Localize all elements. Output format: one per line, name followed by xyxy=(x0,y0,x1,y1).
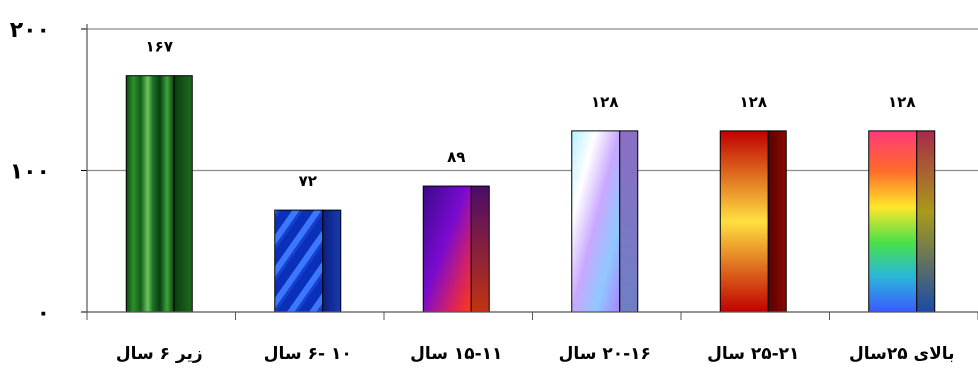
gridlines xyxy=(87,28,978,172)
category-label: ۲۵-۲۱ سال xyxy=(707,344,799,364)
y-tick-label: ۰ xyxy=(37,301,50,326)
bar-side xyxy=(173,75,193,313)
data-label: ۸۹ xyxy=(447,148,465,166)
y-tick-label: ۲۰۰ xyxy=(10,18,50,43)
axes xyxy=(81,24,978,320)
bar-front xyxy=(571,130,621,313)
data-label: ۱۲۸ xyxy=(888,93,915,111)
category-label: ۲۰-۱۶ سال xyxy=(559,344,651,364)
y-tick-label: ۱۰۰ xyxy=(10,160,50,185)
bar-side xyxy=(470,185,490,313)
bar-side xyxy=(619,130,639,313)
bar-side xyxy=(916,130,936,313)
category-label: زیر ۶ سال xyxy=(116,344,203,364)
category-label: بالای ۲۵سال xyxy=(849,344,955,364)
bar-front xyxy=(274,209,324,313)
data-label: ۱۲۸ xyxy=(740,93,767,111)
labels-group: ۰ ۱۰۰ ۲۰۰ ۱۶۷ زیر ۶ سال ۷۲ ۱۰ -۶ سال ۸۹ ۱۵-۱۱ سا… xyxy=(10,18,955,364)
bar-front xyxy=(719,130,769,313)
bar-front xyxy=(125,75,175,313)
bar-front xyxy=(422,185,472,313)
bar-front xyxy=(868,130,918,313)
category-label: ۱۵-۱۱ سال xyxy=(410,344,502,364)
bar-side xyxy=(322,209,342,313)
data-label: ۱۲۸ xyxy=(591,93,618,111)
data-label: ۷۲ xyxy=(299,172,317,190)
data-label: ۱۶۷ xyxy=(146,38,173,56)
bar-side xyxy=(767,130,787,313)
category-label: ۱۰ -۶ سال xyxy=(264,344,352,364)
bars-group xyxy=(125,75,936,313)
